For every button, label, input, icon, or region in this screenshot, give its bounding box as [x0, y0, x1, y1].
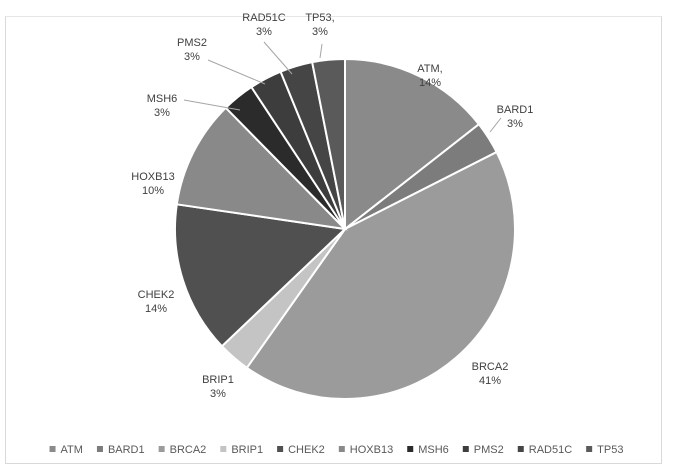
legend-swatch — [220, 446, 227, 452]
slice-tp53 — [310, 57, 346, 230]
leader-line-pms2 — [207, 59, 266, 85]
legend-label: BRCA2 — [170, 444, 207, 456]
legend-swatch — [277, 446, 284, 452]
legend-item-brip1: BRIP1 — [220, 444, 263, 456]
slice-chek2 — [174, 203, 348, 348]
legend-label: RAD51C — [529, 444, 572, 456]
legend: ATM BARD1 BRCA2 BRIP1 CHEK2 HOXB13 MSH6 PMS2 RAD… — [49, 444, 623, 456]
legend-item-msh6: MSH6 — [407, 444, 449, 456]
legend-swatch — [49, 446, 56, 452]
data-label-hoxb13: HOXB13 10% — [131, 171, 174, 197]
data-labels: ATM, 14% BARD1 3% BRCA2 41% BRIP1 3% CHEK2 14% HOX… — [131, 12, 533, 400]
legend-item-atm: ATM — [49, 444, 83, 456]
legend-label: ATM — [61, 444, 83, 456]
legend-swatch — [338, 446, 345, 452]
slice-hoxb13 — [175, 106, 348, 231]
slice-brca2 — [245, 150, 516, 400]
legend-label: CHEK2 — [288, 444, 325, 456]
legend-swatch — [158, 446, 165, 452]
leader-line-msh6 — [183, 99, 241, 111]
data-label-pms2: PMS2 3% — [177, 37, 207, 63]
legend-label: BRIP1 — [231, 444, 263, 456]
legend-item-pms2: PMS2 — [462, 444, 504, 456]
legend-item-bard1: BARD1 — [96, 444, 145, 456]
data-label-chek2: CHEK2 14% — [138, 289, 175, 315]
legend-label: PMS2 — [474, 444, 504, 456]
leader-line-bard1 — [489, 117, 502, 133]
legend-label: TP53 — [597, 444, 623, 456]
pie-slices — [174, 57, 516, 400]
legend-swatch — [462, 446, 469, 452]
legend-swatch — [96, 446, 103, 452]
leader-line-tp53 — [319, 43, 323, 59]
data-label-brip1: BRIP1 3% — [202, 374, 234, 400]
data-label-tp53: TP53, 3% — [305, 12, 334, 38]
legend-item-hoxb13: HOXB13 — [338, 444, 393, 456]
legend-item-rad51c: RAD51C — [517, 444, 572, 456]
data-label-brca2: BRCA2 41% — [472, 361, 509, 387]
chart-frame — [5, 16, 662, 464]
data-label-msh6: MSH6 3% — [147, 93, 178, 119]
leader-lines — [183, 41, 502, 133]
leader-line-rad51c — [263, 41, 293, 75]
data-label-atm: ATM, 14% — [417, 63, 442, 89]
legend-swatch — [517, 446, 524, 452]
legend-label: MSH6 — [418, 444, 449, 456]
slice-atm — [344, 57, 481, 232]
legend-item-brca2: BRCA2 — [158, 444, 207, 456]
legend-item-chek2: CHEK2 — [277, 444, 325, 456]
legend-swatch — [407, 446, 414, 452]
data-label-bard1: BARD1 3% — [497, 104, 534, 130]
legend-label: BARD1 — [108, 444, 145, 456]
legend-swatch — [586, 446, 593, 452]
legend-label: HOXB13 — [350, 444, 393, 456]
data-label-rad51c: RAD51C 3% — [242, 12, 285, 38]
legend-item-tp53: TP53 — [586, 444, 623, 456]
